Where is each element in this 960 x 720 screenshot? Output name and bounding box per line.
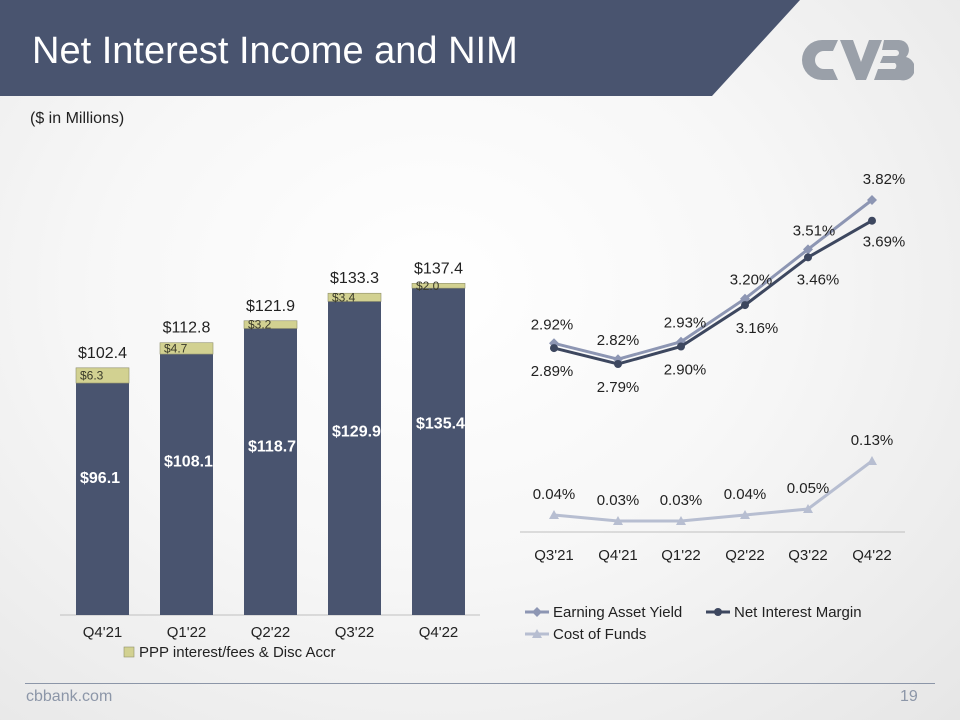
x-tick-label: Q4'22 bbox=[852, 547, 892, 564]
data-label: 2.93% bbox=[664, 315, 707, 332]
marker-triangle bbox=[676, 516, 686, 525]
data-label: 0.04% bbox=[724, 486, 767, 503]
header-band bbox=[0, 0, 800, 96]
x-tick-label: Q4'21 bbox=[83, 624, 123, 641]
bar-ppp bbox=[411, 283, 466, 289]
bar-ppp-label: $6.3 bbox=[80, 368, 104, 382]
bar-ppp bbox=[243, 320, 298, 329]
footer-website: cbbank.com bbox=[26, 688, 113, 705]
series-line bbox=[553, 219, 873, 366]
page-number: 19 bbox=[900, 688, 918, 705]
legend-label: Net Interest Margin bbox=[734, 604, 862, 621]
legend-label: Cost of Funds bbox=[553, 626, 646, 643]
bar-legend: PPP interest/fees & Disc Accr bbox=[123, 644, 335, 661]
bar-nii-label: $108.1 bbox=[164, 453, 213, 470]
slide-title: Net Interest Income and NIM bbox=[32, 30, 518, 72]
cvb-logo bbox=[802, 39, 914, 81]
marker-diamond bbox=[803, 244, 813, 255]
bar-ppp bbox=[75, 367, 130, 384]
bar-total-label: $102.4 bbox=[78, 345, 127, 362]
legend-label-ppp: PPP interest/fees & Disc Accr bbox=[139, 644, 335, 661]
series-line bbox=[553, 459, 873, 523]
logo-c bbox=[802, 40, 838, 80]
x-tick-label: Q1'22 bbox=[167, 624, 207, 641]
bar-nii-label: $135.4 bbox=[416, 416, 465, 433]
logo-b bbox=[874, 39, 914, 81]
series-earning-asset-yield: 2.92% 2.82% 2.93% 3.20% 3.51% 3.82% bbox=[531, 171, 906, 365]
marker-diamond bbox=[867, 195, 877, 205]
series-line bbox=[553, 198, 873, 361]
bar-chart: $6.3 $96.1 $102.4 Q4'21 $4.7 $108.1 $112.8 Q1'2… bbox=[60, 260, 480, 661]
data-label: 2.79% bbox=[597, 379, 640, 396]
bar-nii-label: $118.7 bbox=[248, 439, 296, 456]
line-chart: Q3'21 Q4'21 Q1'22 Q2'22 Q3'22 Q4'22 2.92% 2.82%… bbox=[520, 171, 906, 643]
x-tick-label: Q2'22 bbox=[725, 547, 765, 564]
header-band-shape bbox=[0, 0, 800, 96]
marker-triangle bbox=[532, 629, 542, 638]
marker-circle bbox=[614, 360, 622, 368]
data-label: 0.05% bbox=[787, 480, 830, 497]
data-label: 3.69% bbox=[863, 234, 906, 251]
bar-nii bbox=[412, 288, 465, 615]
x-tick-label: Q2'22 bbox=[251, 624, 291, 641]
legend-swatch-ppp bbox=[123, 646, 135, 658]
x-tick-label: Q3'22 bbox=[335, 624, 375, 641]
marker-circle bbox=[714, 608, 722, 616]
line-legend: Earning Asset Yield Net Interest Margin Co… bbox=[525, 604, 862, 643]
x-tick-label: Q4'21 bbox=[598, 547, 638, 564]
data-label: 3.51% bbox=[793, 222, 836, 239]
data-label: 3.20% bbox=[730, 272, 773, 289]
bar-ppp-label: $3.2 bbox=[248, 318, 272, 332]
bar-total-label: $137.4 bbox=[414, 260, 463, 277]
bar-nii-label: $96.1 bbox=[80, 470, 120, 487]
bar-ppp bbox=[327, 292, 382, 302]
x-tick-label: Q4'22 bbox=[419, 624, 459, 641]
logo-v bbox=[840, 40, 882, 80]
units-note: ($ in Millions) bbox=[30, 110, 125, 127]
data-label: 2.90% bbox=[664, 361, 707, 378]
data-label: 0.03% bbox=[597, 492, 640, 509]
bar-nii bbox=[160, 354, 213, 615]
data-label: 3.82% bbox=[863, 171, 906, 188]
data-label: 0.13% bbox=[851, 432, 894, 449]
marker-circle bbox=[741, 301, 749, 310]
marker-circle bbox=[804, 253, 812, 262]
data-label: 2.82% bbox=[597, 332, 640, 349]
bar-total-label: $112.8 bbox=[163, 320, 211, 337]
bar-nii-label: $129.9 bbox=[332, 423, 381, 440]
footer-divider bbox=[25, 683, 935, 684]
bar-total-label: $133.3 bbox=[330, 270, 379, 287]
legend-label: Earning Asset Yield bbox=[553, 604, 682, 621]
bar-nii bbox=[328, 301, 381, 615]
bar-total-label: $121.9 bbox=[246, 298, 295, 315]
marker-circle bbox=[868, 216, 876, 225]
data-label: 3.16% bbox=[736, 320, 779, 337]
series-net-interest-margin: 2.89% 2.79% 2.90% 3.16% 3.46% 3.69% bbox=[531, 216, 906, 396]
marker-diamond bbox=[532, 607, 542, 617]
bar-nii bbox=[76, 383, 129, 615]
x-tick-label: Q3'21 bbox=[534, 547, 574, 564]
bar-ppp bbox=[159, 342, 214, 355]
bar-ppp-label: $3.4 bbox=[332, 290, 356, 304]
bar-nii bbox=[244, 328, 297, 615]
data-label: 0.04% bbox=[533, 486, 576, 503]
marker-triangle bbox=[740, 510, 750, 519]
marker-triangle bbox=[803, 504, 813, 513]
marker-diamond bbox=[740, 293, 750, 304]
x-tick-label: Q1'22 bbox=[661, 547, 701, 564]
marker-triangle bbox=[867, 456, 877, 465]
bar-ppp-label: $4.7 bbox=[164, 341, 188, 355]
data-label: 2.92% bbox=[531, 316, 574, 333]
bar-ppp-label: $2.0 bbox=[416, 279, 440, 293]
data-label: 0.03% bbox=[660, 492, 703, 509]
series-cost-of-funds: 0.04% 0.03% 0.03% 0.04% 0.05% 0.13% bbox=[533, 432, 894, 525]
marker-circle bbox=[550, 344, 558, 353]
data-label: 3.46% bbox=[797, 271, 840, 288]
x-tick-label: Q3'22 bbox=[788, 547, 828, 564]
marker-circle bbox=[677, 342, 685, 351]
data-label: 2.89% bbox=[531, 363, 574, 380]
marker-triangle bbox=[613, 516, 623, 525]
marker-triangle bbox=[549, 510, 559, 519]
